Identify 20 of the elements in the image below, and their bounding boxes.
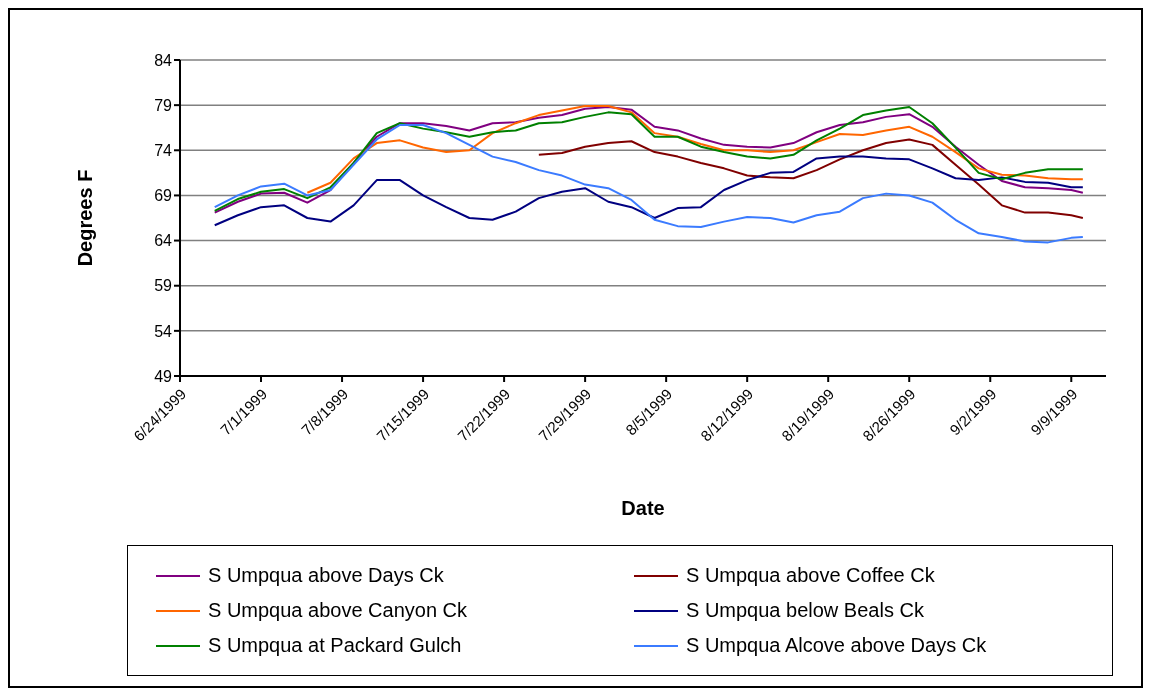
x-axis-title: Date (621, 497, 665, 519)
line-series (306, 105, 1084, 194)
y-tick-label: 59 (154, 277, 173, 295)
legend-label: S Umpqua at Packard Gulch (208, 634, 462, 657)
legend-label: S Umpqua above Coffee Ck (686, 564, 935, 587)
legend-label: S Umpqua above Days Ck (208, 564, 444, 587)
y-tick-label: 54 (154, 322, 173, 340)
line-series (213, 155, 1084, 227)
legend-label: S Umpqua above Canyon Ck (208, 599, 468, 622)
y-axis-title: Degrees F (74, 169, 97, 267)
line-series (537, 138, 1084, 219)
legend-label: S Umpqua below Beals Ck (686, 599, 924, 622)
y-tick-label: 64 (154, 232, 173, 250)
y-tick-label: 49 (154, 367, 173, 385)
line-series (213, 124, 1084, 244)
legend-label: S Umpqua Alcove above Days Ck (686, 634, 987, 657)
y-tick-label: 74 (154, 141, 173, 159)
y-tick-label: 79 (154, 96, 173, 114)
y-tick-label: 84 (154, 51, 173, 69)
y-tick-label: 69 (154, 187, 173, 205)
